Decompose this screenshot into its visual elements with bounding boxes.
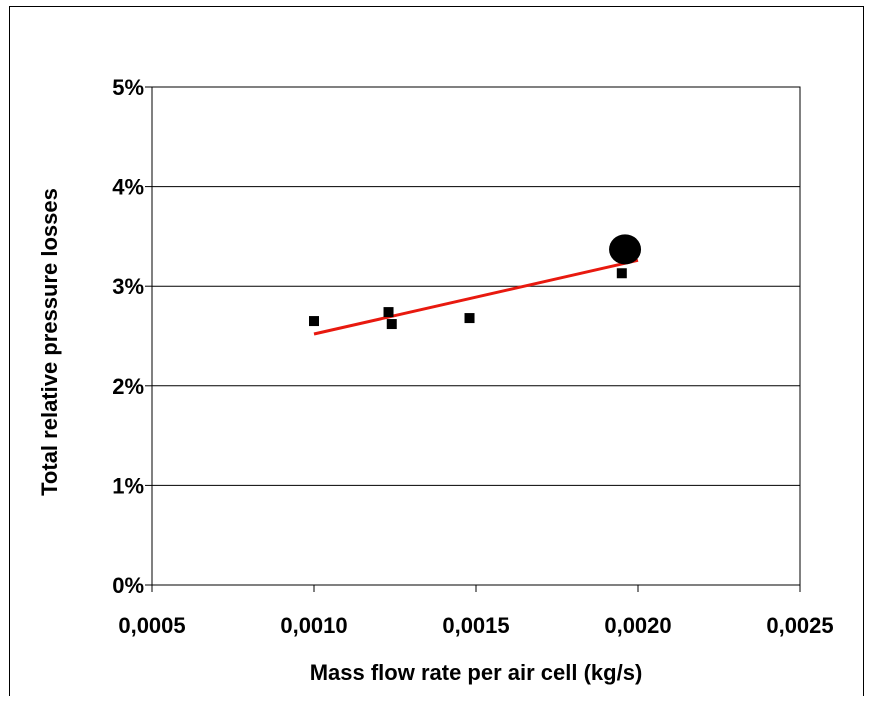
y-tick-label: 0% xyxy=(112,573,144,598)
x-tick-label: 0,0020 xyxy=(604,613,671,638)
data-points xyxy=(309,234,642,330)
data-point-square xyxy=(309,316,319,327)
y-tick-label: 5% xyxy=(112,75,144,100)
x-tick-label: 0,0015 xyxy=(442,613,509,638)
data-point-square xyxy=(616,268,627,279)
y-tick-label: 2% xyxy=(112,374,144,399)
data-point-circle xyxy=(609,234,642,265)
trendline xyxy=(313,258,639,336)
x-tick-label: 0,0005 xyxy=(118,613,185,638)
data-point-square xyxy=(386,319,397,330)
x-tick-label: 0,0025 xyxy=(766,613,833,638)
y-tick-label: 3% xyxy=(112,274,144,299)
plot-area xyxy=(151,86,801,586)
y-axis-tick-labels: 0% 1% 2% 3% 4% 5% xyxy=(112,75,144,598)
x-tick-label: 0,0010 xyxy=(280,613,347,638)
chart-frame xyxy=(9,6,864,696)
y-tick-label: 4% xyxy=(112,175,144,200)
gridlines xyxy=(145,86,800,586)
x-axis-tick-labels: 0,0005 0,0010 0,0015 0,0020 0,0025 xyxy=(118,613,833,638)
y-axis-title: Total relative pressure losses xyxy=(37,188,62,496)
x-axis-ticks xyxy=(151,585,801,592)
y-tick-label: 1% xyxy=(112,473,144,498)
x-axis-title: Mass flow rate per air cell (kg/s) xyxy=(310,660,643,685)
trendline-group xyxy=(313,258,639,336)
data-point-square xyxy=(464,313,475,324)
data-point-square xyxy=(383,307,394,318)
